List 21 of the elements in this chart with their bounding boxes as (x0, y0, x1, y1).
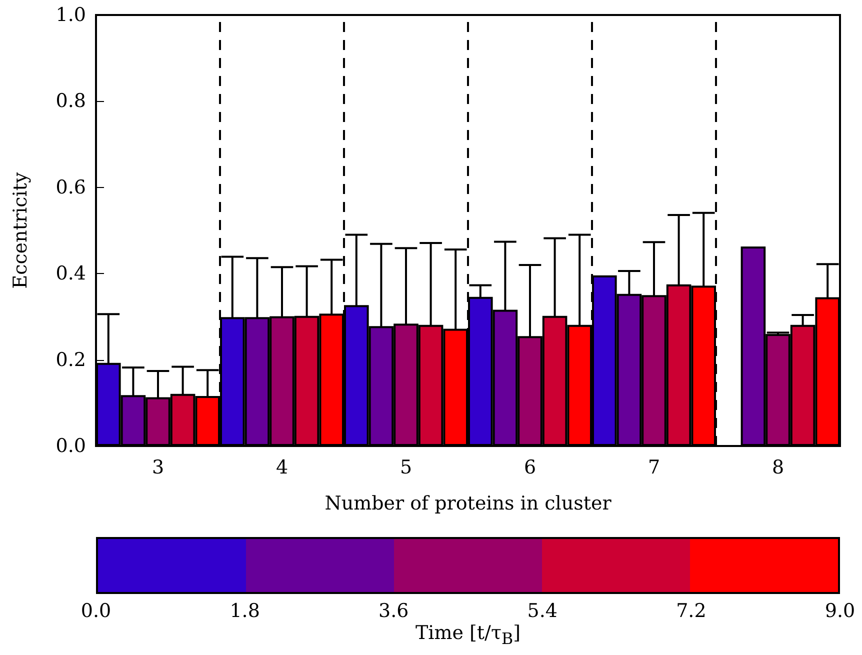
color-bar-label: 5.4 (527, 600, 558, 622)
y-tick-label: 0.4 (56, 262, 86, 285)
x-tick-label: 4 (276, 456, 288, 478)
x-tick-label: 3 (152, 456, 164, 478)
color-bar-label: 7.2 (676, 600, 706, 622)
x-tick-label: 5 (400, 456, 412, 478)
y-tick-label: 1.0 (56, 4, 86, 26)
color-bar-label: 0.0 (80, 600, 112, 622)
color-bar-label: 3.6 (378, 600, 409, 622)
x-tick-label: 6 (524, 456, 536, 478)
color-bar-label: 1.8 (230, 600, 260, 622)
color-bar-label: 9.0 (824, 600, 856, 622)
y-tick-label: 0.6 (56, 176, 86, 198)
y-axis-title: Eccentricity (10, 172, 32, 289)
x-tick-label: 7 (648, 456, 660, 478)
y-tick-label: 0.2 (56, 348, 86, 371)
y-tick-label: 0.8 (56, 90, 86, 112)
x-tick-label: 8 (772, 456, 784, 478)
y-tick-label: 0.0 (56, 435, 86, 457)
color-bar-title: Time [t/τ$_{B}$] (415, 622, 521, 648)
x-axis-title: Number of proteins in cluster (324, 492, 612, 514)
